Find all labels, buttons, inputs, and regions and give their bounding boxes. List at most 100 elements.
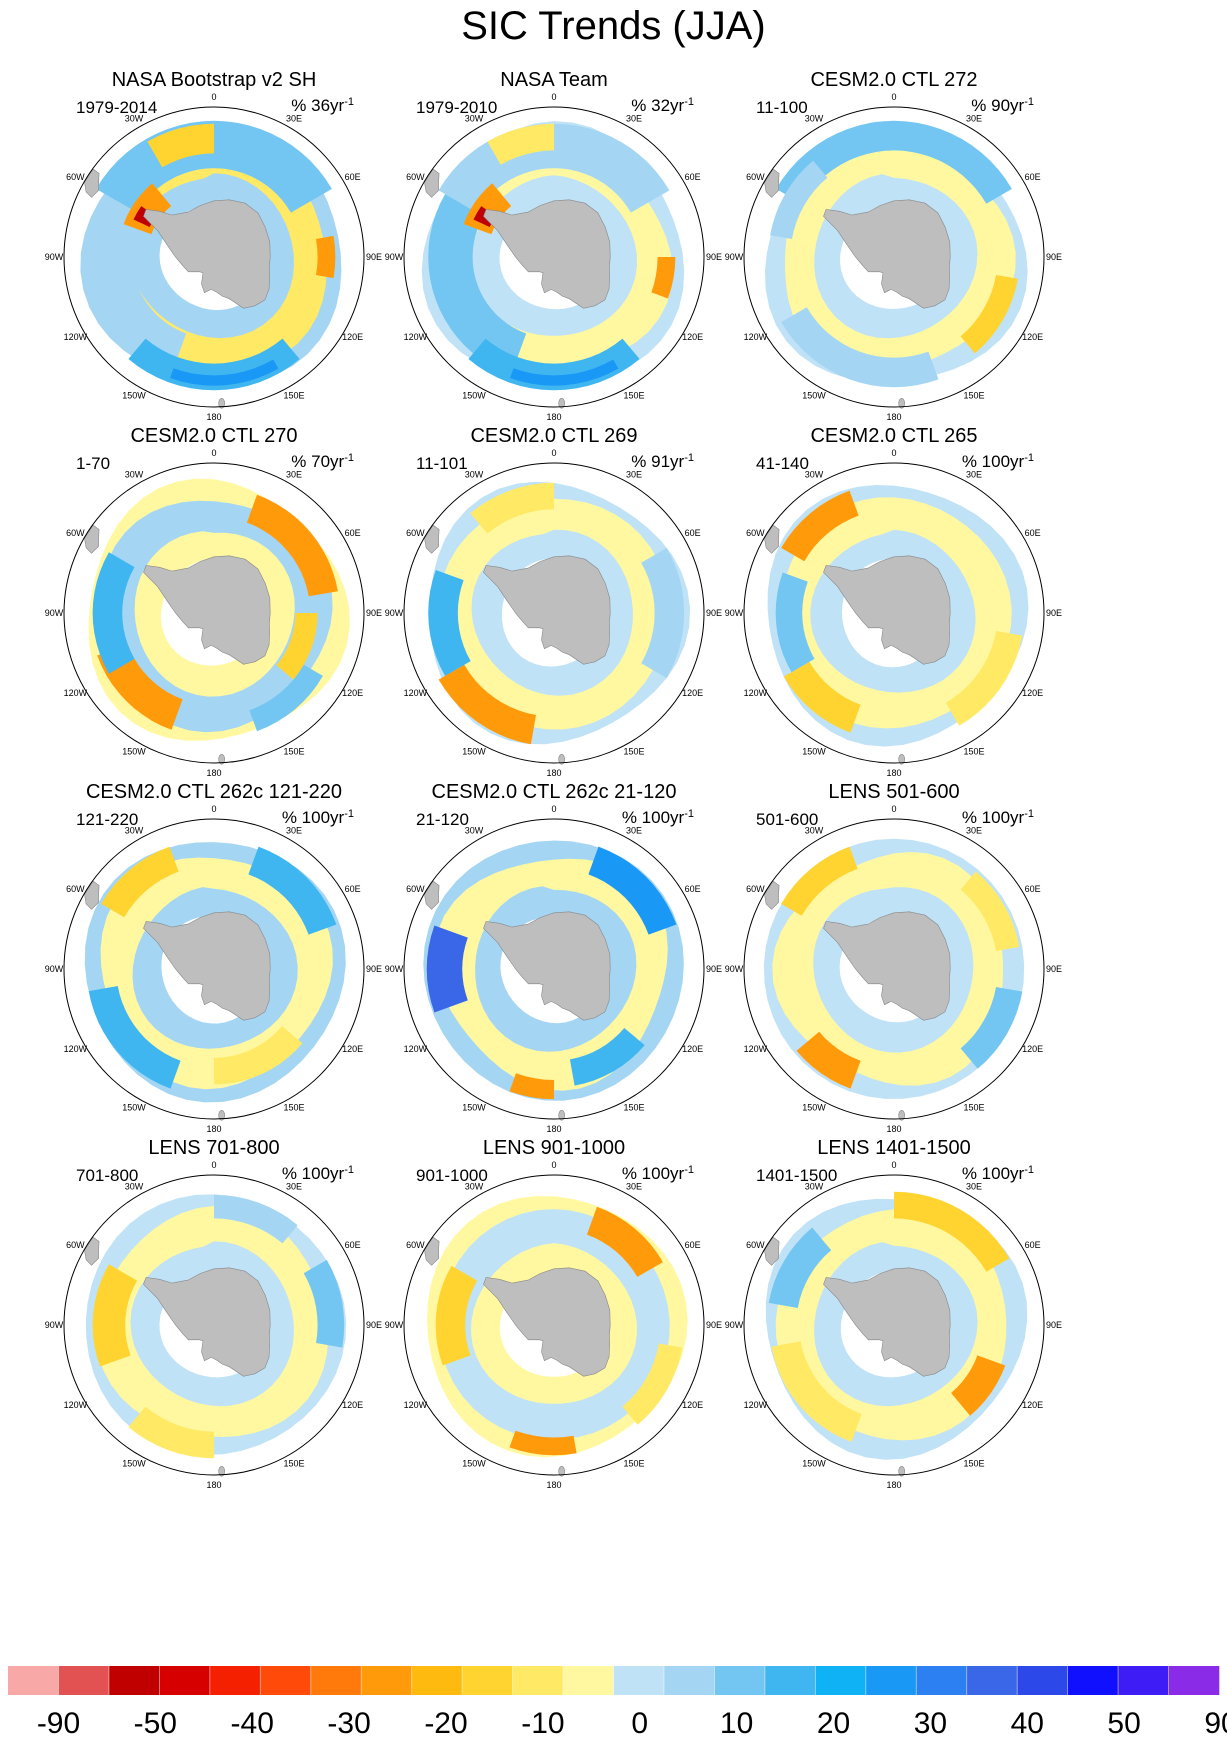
colorbar-swatch xyxy=(310,1666,362,1695)
sea-ice-region xyxy=(785,138,1016,373)
longitude-label: 0 xyxy=(211,448,216,458)
longitude-label: 180 xyxy=(206,1480,221,1490)
colorbar-tick-label: 90 xyxy=(1204,1707,1227,1738)
longitude-label: 30W xyxy=(125,1181,144,1191)
longitude-label: 150E xyxy=(963,391,984,401)
longitude-label: 90W xyxy=(45,252,64,262)
trend-anomaly xyxy=(945,631,1023,726)
panel-period: 1979-2014 xyxy=(76,98,157,117)
antarctica-landmass xyxy=(483,199,611,309)
new-zealand-landmass xyxy=(898,754,905,765)
longitude-label: 30E xyxy=(626,113,642,123)
colorbar-swatch xyxy=(1017,1666,1068,1695)
longitude-label: 120E xyxy=(682,688,703,698)
colorbar-swatch xyxy=(563,1666,614,1695)
longitude-label: 150W xyxy=(802,1103,826,1113)
longitude-label: 120E xyxy=(1022,1400,1043,1410)
sea-ice-region xyxy=(434,858,668,1091)
longitude-label: 90E xyxy=(1046,964,1062,974)
trend-anomaly xyxy=(92,1264,138,1367)
south-america-landmass xyxy=(764,880,780,910)
antarctica-landmass xyxy=(483,911,611,1021)
trend-anomaly xyxy=(123,183,172,235)
sea-ice-region xyxy=(781,497,1012,729)
colorbar-tick-label: 50 xyxy=(1107,1707,1140,1738)
trend-anomaly xyxy=(783,661,861,733)
longitude-label: 0 xyxy=(891,1160,896,1170)
longitude-label: 180 xyxy=(206,768,221,778)
new-zealand-landmass xyxy=(898,398,905,409)
longitude-label: 30E xyxy=(286,825,302,835)
trend-anomaly xyxy=(776,120,1012,204)
south-america-landmass xyxy=(764,168,780,198)
sea-ice-region xyxy=(96,1205,329,1437)
longitude-label: 60W xyxy=(746,884,765,894)
colorbar-tick-label: 30 xyxy=(914,1707,947,1738)
longitude-label: 90W xyxy=(45,608,64,618)
trend-anomaly xyxy=(770,160,828,239)
longitude-label: 90W xyxy=(725,1320,744,1330)
longitude-label: 30W xyxy=(805,825,824,835)
longitude-label: 90W xyxy=(725,608,744,618)
map-boundary xyxy=(743,818,1045,1120)
map-panel: 0 30E 60E 90E 120E 150E 180 150W 120W 90W 60W 30W CE… xyxy=(385,425,722,778)
panel-title: CESM2.0 CTL 270 xyxy=(130,425,297,447)
panel-units: % 100yr-1 xyxy=(962,1164,1034,1183)
panel-units: % 90yr-1 xyxy=(971,96,1034,115)
longitude-label: 150E xyxy=(963,1459,984,1469)
trend-anomaly xyxy=(428,570,471,676)
longitude-label: 60E xyxy=(1025,528,1041,538)
antarctica-landmass xyxy=(143,911,271,1021)
antarctica-landmass xyxy=(823,555,951,665)
longitude-label: 120W xyxy=(64,1400,88,1410)
trend-anomaly xyxy=(88,986,181,1089)
colorbar-swatch xyxy=(361,1666,412,1695)
longitude-label: 0 xyxy=(551,1160,556,1170)
trend-anomaly xyxy=(248,846,337,935)
colorbar-tick-label: -40 xyxy=(231,1707,274,1738)
colorbar-tick-label: -50 xyxy=(134,1707,177,1738)
longitude-label: 150W xyxy=(462,391,486,401)
map-panel: 0 30E 60E 90E 120E 150E 180 150W 120W 90W 60W 30W LE… xyxy=(45,1137,382,1490)
colorbar-tick-label: -10 xyxy=(521,1707,564,1738)
longitude-label: 180 xyxy=(546,1124,561,1134)
longitude-label: 120W xyxy=(64,688,88,698)
longitude-label: 60W xyxy=(406,1240,425,1250)
colorbar-swatch xyxy=(58,1666,110,1695)
map-boundary xyxy=(743,462,1045,764)
panel-units: % 100yr-1 xyxy=(622,808,694,827)
south-america-landmass xyxy=(84,168,100,198)
colorbar-swatch xyxy=(1168,1666,1220,1695)
colorbar-swatch xyxy=(815,1666,867,1695)
longitude-label: 30W xyxy=(125,469,144,479)
longitude-label: 0 xyxy=(891,92,896,102)
longitude-label: 90W xyxy=(725,964,744,974)
longitude-label: 60E xyxy=(685,172,701,182)
panel-title: LENS 501-600 xyxy=(828,781,959,803)
longitude-label: 120W xyxy=(64,332,88,342)
south-america-landmass xyxy=(84,524,100,554)
colorbar-swatch xyxy=(209,1666,261,1695)
map-boundary xyxy=(63,818,365,1120)
panel-period: 1979-2010 xyxy=(416,98,497,117)
trend-anomaly xyxy=(781,490,859,562)
antarctica-landmass xyxy=(823,1267,951,1377)
south-america-landmass xyxy=(84,1236,100,1266)
trend-anomaly xyxy=(569,1028,645,1086)
antarctica-landmass xyxy=(823,911,951,1021)
longitude-label: 60W xyxy=(406,172,425,182)
longitude-label: 90W xyxy=(385,608,404,618)
panel-units: % 32yr-1 xyxy=(631,96,694,115)
trend-anomaly xyxy=(92,552,135,674)
longitude-label: 120W xyxy=(64,1044,88,1054)
trend-anomaly xyxy=(588,846,677,935)
longitude-label: 120E xyxy=(1022,1044,1043,1054)
longitude-label: 90E xyxy=(706,252,722,262)
panel-period: 1401-1500 xyxy=(756,1166,837,1185)
south-america-landmass xyxy=(764,524,780,554)
panel-units: % 91yr-1 xyxy=(631,452,694,471)
longitude-label: 30W xyxy=(805,1181,824,1191)
longitude-label: 120E xyxy=(1022,688,1043,698)
longitude-label: 150E xyxy=(283,747,304,757)
